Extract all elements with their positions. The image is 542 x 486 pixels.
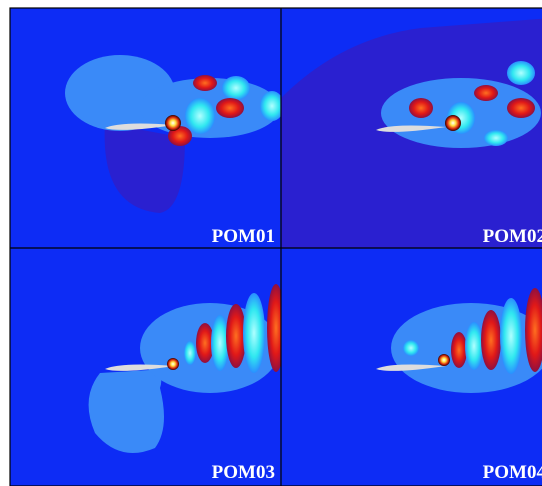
panel: POM01 [10, 8, 284, 248]
contour [165, 115, 181, 131]
contour [216, 98, 244, 118]
contour [185, 98, 215, 134]
contour [465, 322, 483, 370]
contour [193, 75, 217, 91]
contour [243, 293, 265, 373]
contour [438, 354, 450, 366]
panel: POM04 [281, 248, 542, 486]
contour [184, 341, 196, 365]
panel-label: POM03 [212, 462, 275, 483]
contour [403, 340, 419, 356]
figure: POM01 POM02 POM03 [0, 0, 542, 486]
contour [474, 85, 498, 101]
contour [481, 310, 501, 370]
contour [226, 304, 246, 368]
contour [445, 115, 461, 131]
contour [451, 332, 467, 368]
contour [507, 98, 535, 118]
panel-label: POM01 [212, 226, 275, 247]
contour [409, 98, 433, 118]
contour [222, 76, 250, 100]
contour [500, 298, 522, 374]
panel: POM02 [281, 8, 542, 248]
panel-label: POM02 [483, 226, 542, 247]
contour [507, 61, 535, 85]
panel-label: POM04 [483, 462, 542, 483]
panel: POM03 [10, 248, 285, 486]
contour [167, 358, 179, 370]
contour [484, 130, 508, 146]
